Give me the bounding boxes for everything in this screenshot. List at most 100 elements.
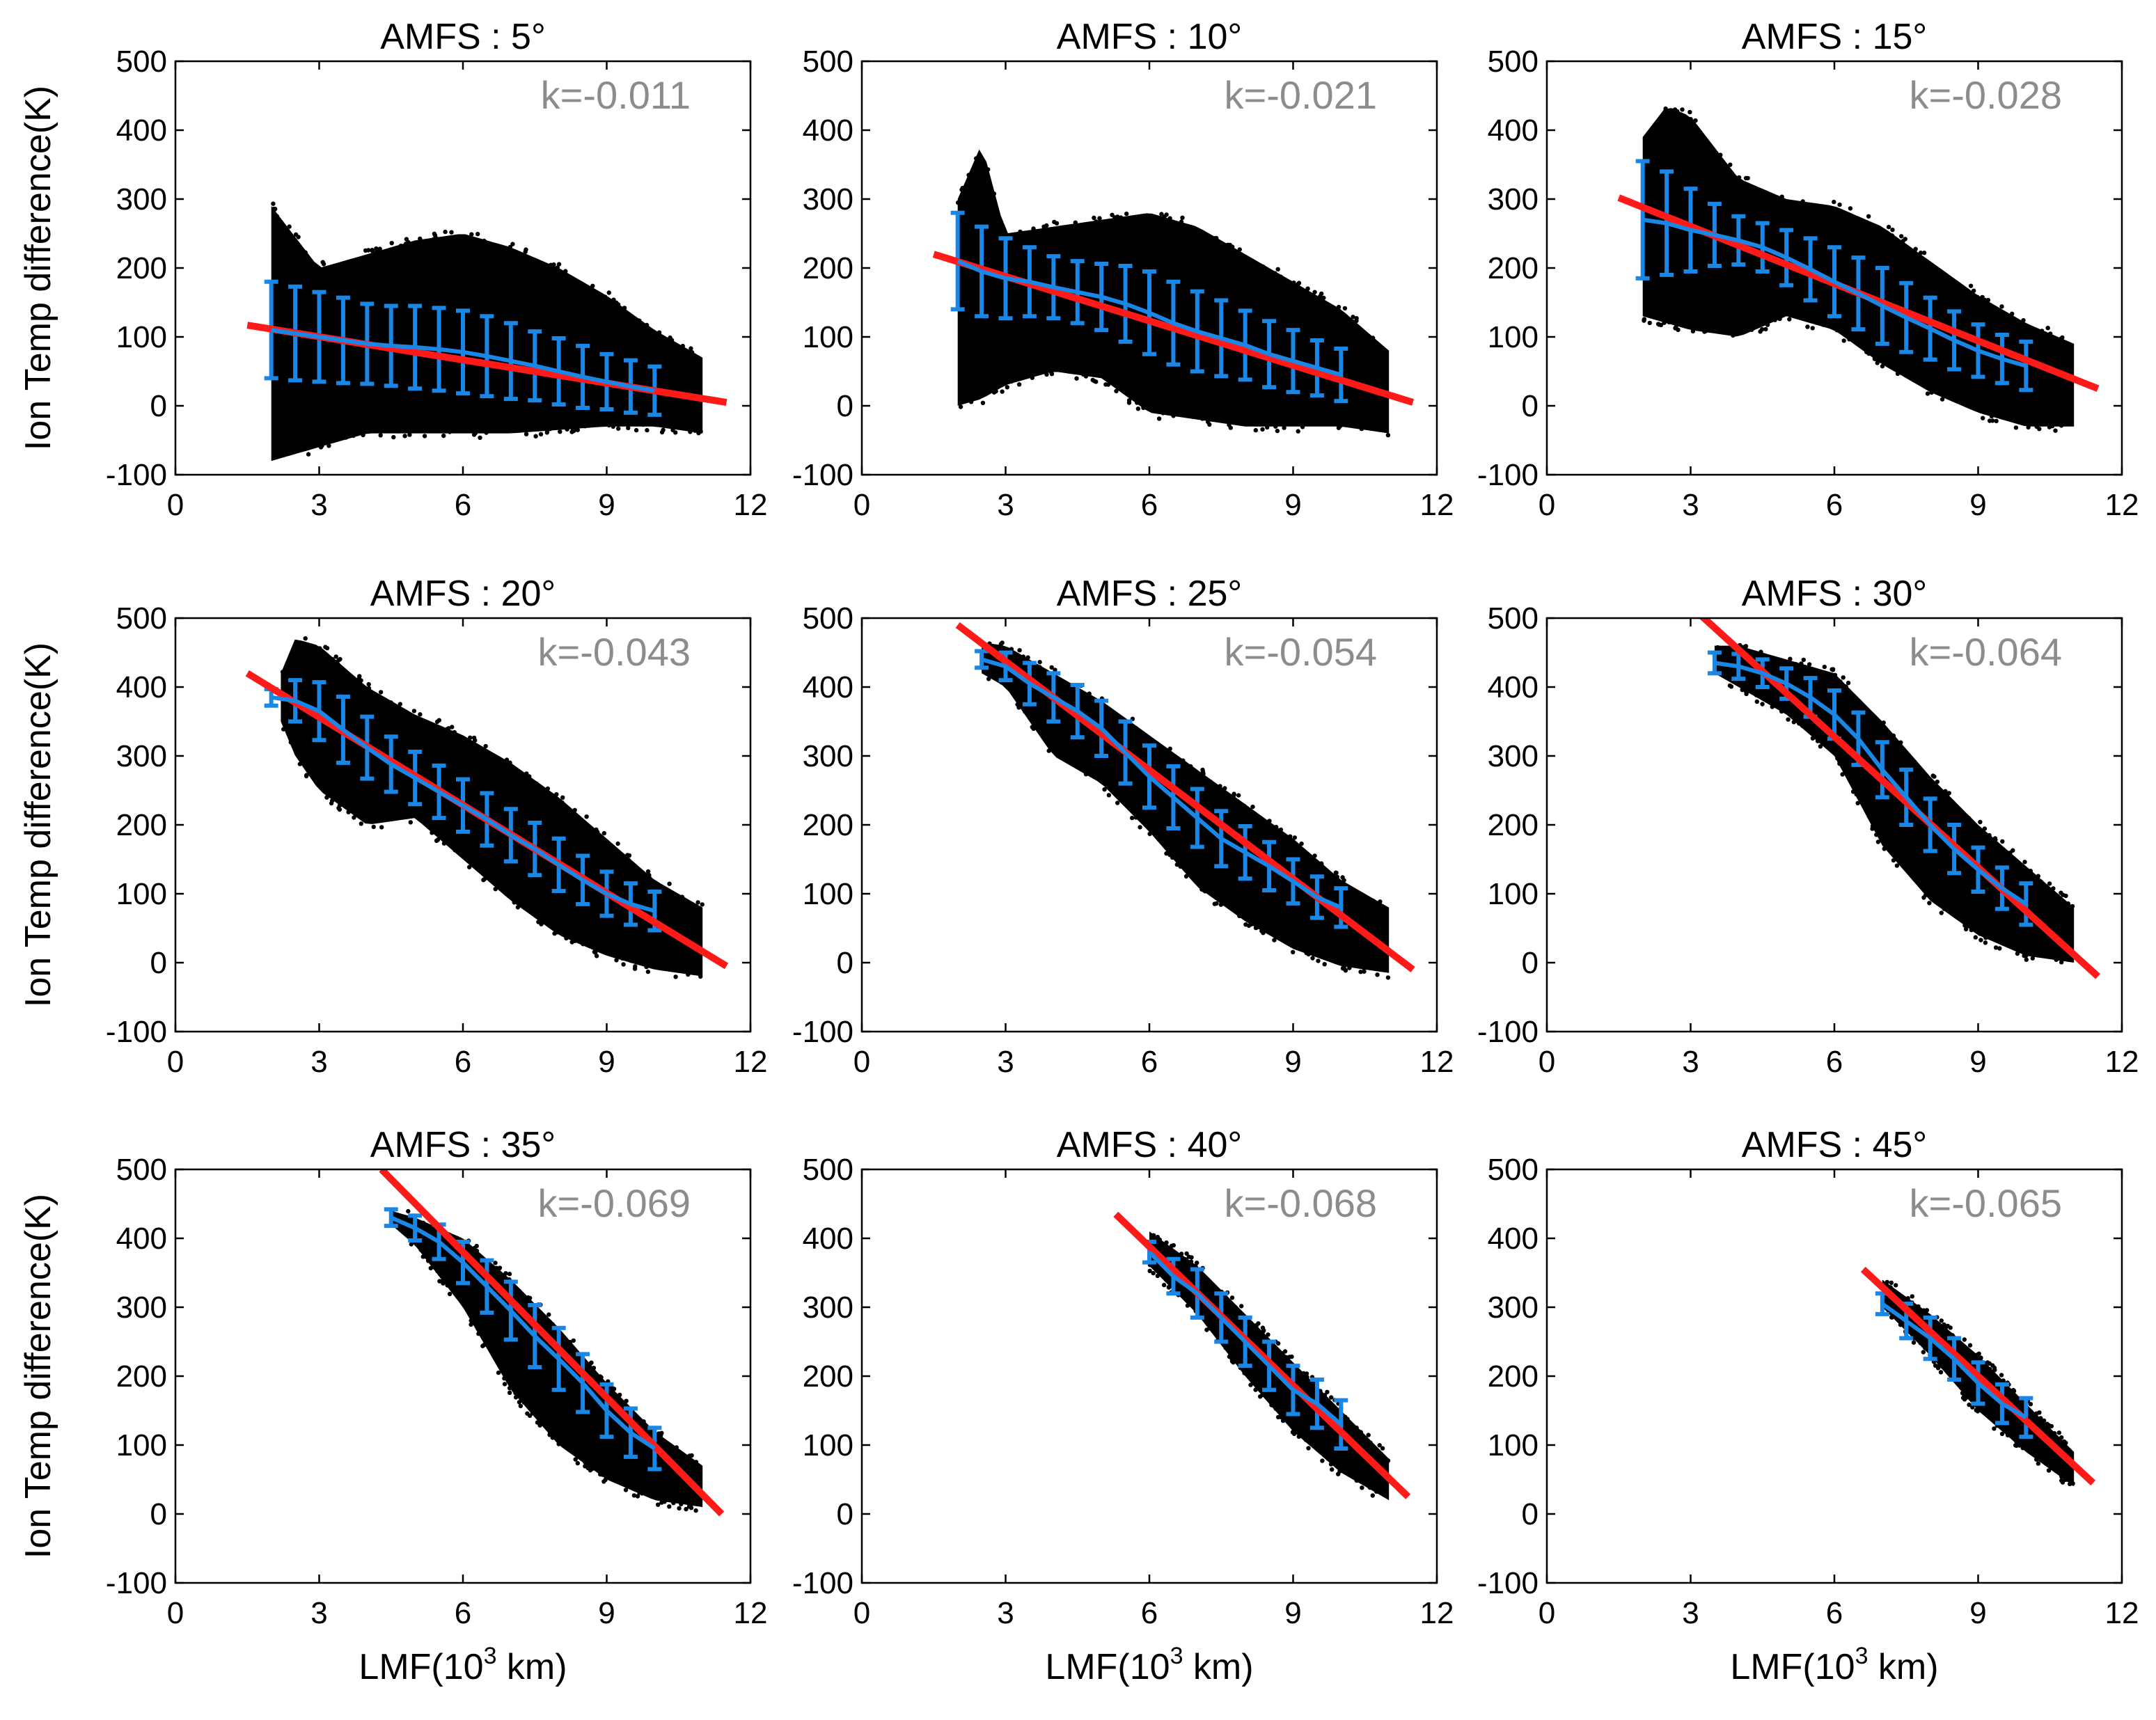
y-tick-label: 500 bbox=[116, 45, 167, 79]
scatter-point bbox=[1229, 1295, 1235, 1300]
scatter-point bbox=[572, 812, 577, 816]
scatter-point bbox=[1275, 267, 1280, 271]
scatter-point bbox=[443, 229, 448, 235]
scatter-point bbox=[996, 647, 1002, 652]
scatter-point bbox=[631, 1493, 637, 1498]
y-tick-label: 200 bbox=[116, 1359, 167, 1394]
scatter-point bbox=[661, 427, 666, 432]
scatter-point bbox=[1124, 211, 1129, 216]
scatter-point bbox=[1912, 759, 1917, 764]
x-tick-label: 3 bbox=[310, 488, 327, 522]
scatter-point bbox=[1898, 1323, 1903, 1327]
scatter-point bbox=[1818, 744, 1823, 749]
scatter-point bbox=[569, 425, 574, 430]
scatter-point bbox=[517, 1288, 521, 1293]
scatter-point bbox=[1345, 1417, 1350, 1421]
y-tick-label: 300 bbox=[803, 1291, 853, 1325]
scatter-point bbox=[1957, 1341, 1962, 1346]
scatter-point bbox=[1740, 687, 1745, 693]
scatter-point bbox=[535, 1420, 540, 1425]
scatter-point bbox=[1994, 308, 1999, 313]
y-axis-title: Ion Temp difference(K) bbox=[18, 1194, 58, 1559]
scatter-point bbox=[1188, 1259, 1194, 1264]
scatter-point bbox=[1269, 271, 1274, 276]
scatter-point bbox=[1083, 374, 1089, 379]
scatter-point bbox=[1334, 870, 1339, 876]
scatter-point bbox=[571, 1338, 576, 1343]
scatter-point bbox=[1319, 862, 1324, 867]
x-tick-label: 3 bbox=[997, 488, 1014, 522]
scatter-point bbox=[1185, 1303, 1190, 1308]
plot-area bbox=[379, 1169, 725, 1517]
scatter-point bbox=[2032, 1452, 2037, 1457]
scatter-point bbox=[1988, 936, 1993, 940]
scatter-point bbox=[1071, 686, 1077, 692]
scatter-point bbox=[1180, 215, 1185, 220]
x-tick-label: 3 bbox=[1682, 1045, 1699, 1079]
scatter-point bbox=[2059, 336, 2063, 341]
scatter-point bbox=[2011, 1389, 2017, 1394]
scatter-point bbox=[2004, 1428, 2008, 1433]
scatter-point bbox=[1889, 233, 1895, 238]
scatter-point bbox=[2042, 333, 2047, 338]
scatter-point bbox=[1967, 922, 1972, 928]
scatter-point bbox=[555, 265, 560, 270]
scatter-point bbox=[1810, 326, 1815, 331]
scatter-point bbox=[1763, 326, 1768, 332]
scatter-point bbox=[627, 955, 632, 960]
scatter-point bbox=[974, 156, 979, 161]
scatter-point bbox=[333, 659, 338, 665]
x-axis-title: LMF(103 km) bbox=[1045, 1643, 1253, 1687]
scatter-point bbox=[674, 1445, 679, 1450]
scatter-point bbox=[1894, 1283, 1898, 1288]
scatter-point bbox=[1921, 258, 1926, 262]
panel-title: AMFS : 5° bbox=[380, 17, 546, 57]
scatter-point bbox=[1715, 645, 1720, 650]
scatter-point bbox=[2066, 1476, 2071, 1481]
scatter-point bbox=[1280, 1418, 1286, 1423]
scatter-point bbox=[303, 250, 308, 255]
scatter-point bbox=[1162, 1282, 1167, 1288]
plot-area bbox=[1113, 1211, 1411, 1501]
scatter-point bbox=[1184, 1251, 1189, 1256]
scatter-point bbox=[306, 452, 311, 457]
scatter-point bbox=[272, 206, 276, 212]
scatter-points bbox=[1642, 106, 2065, 433]
scatter-point bbox=[1201, 771, 1206, 776]
scatter-point bbox=[1236, 793, 1241, 798]
scatter-point bbox=[283, 451, 288, 456]
scatter-point bbox=[1770, 704, 1775, 709]
scatter-point bbox=[1359, 426, 1364, 432]
scatter-point bbox=[1760, 326, 1765, 332]
scatter-point bbox=[1754, 699, 1759, 704]
y-tick-label: 300 bbox=[1488, 1291, 1539, 1325]
scatter-point bbox=[1337, 423, 1343, 429]
scatter-point bbox=[1361, 331, 1366, 336]
scatter-point bbox=[377, 246, 382, 251]
scatter-point bbox=[1000, 389, 1005, 394]
scatter-point bbox=[1151, 1270, 1156, 1276]
scatter-point bbox=[420, 718, 425, 724]
y-tick-label: 500 bbox=[116, 1153, 167, 1187]
scatter-point bbox=[692, 427, 697, 432]
scatter-point bbox=[1257, 421, 1261, 427]
scatter-point bbox=[1935, 780, 1939, 784]
scatter-point bbox=[518, 1403, 524, 1409]
y-tick-label: 300 bbox=[803, 739, 853, 773]
x-tick-label: 3 bbox=[310, 1596, 327, 1630]
scatter-point bbox=[1282, 833, 1287, 838]
scatter-point bbox=[356, 676, 361, 681]
scatter-point bbox=[1267, 819, 1272, 823]
scatter-point bbox=[632, 966, 638, 971]
scatter-point bbox=[606, 952, 611, 956]
y-tick-label: 400 bbox=[1488, 113, 1539, 148]
scatter-point bbox=[573, 1457, 578, 1462]
binned-mean-line bbox=[271, 695, 656, 913]
scatter-point bbox=[2038, 879, 2043, 884]
scatter-point bbox=[1099, 778, 1104, 783]
scatter-point bbox=[1975, 1352, 1980, 1357]
x-tick-label: 6 bbox=[1141, 488, 1158, 522]
scatter-point bbox=[1316, 958, 1321, 963]
